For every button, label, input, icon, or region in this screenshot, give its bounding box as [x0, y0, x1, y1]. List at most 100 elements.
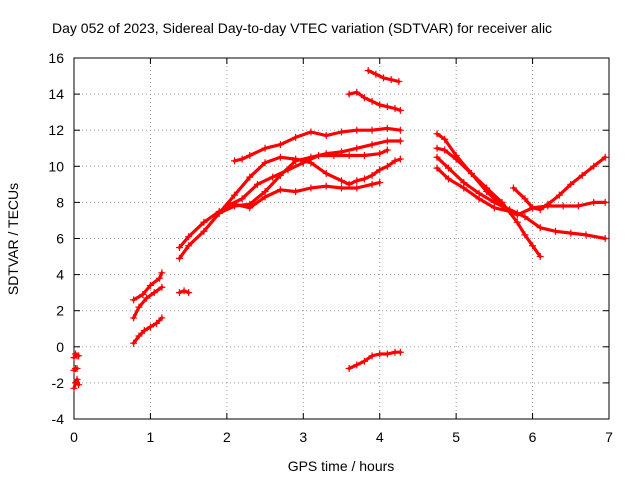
data-point — [353, 361, 361, 369]
data-point — [315, 151, 323, 159]
data-point — [368, 180, 376, 188]
series-s15 — [345, 348, 404, 372]
series-layer — [70, 67, 609, 392]
data-point — [158, 314, 166, 322]
data-point — [368, 141, 376, 149]
series-s3 — [70, 375, 83, 392]
data-point — [383, 137, 391, 145]
data-point — [396, 155, 404, 163]
data-point — [292, 155, 300, 163]
data-point — [490, 204, 498, 212]
data-point — [368, 352, 376, 360]
data-point — [322, 170, 330, 178]
data-point — [353, 184, 361, 192]
data-point — [345, 364, 353, 372]
x-tick-label: 7 — [605, 429, 613, 445]
data-point — [345, 90, 353, 98]
data-point — [368, 97, 376, 105]
data-point — [368, 171, 376, 179]
data-point — [130, 314, 138, 322]
data-point — [521, 195, 529, 203]
data-point — [360, 357, 368, 365]
data-point — [395, 77, 403, 85]
data-point — [452, 155, 460, 163]
x-tick-label: 5 — [452, 429, 460, 445]
data-point — [460, 184, 468, 192]
data-point — [433, 153, 441, 161]
data-point — [544, 200, 552, 208]
data-point — [353, 144, 361, 152]
data-point — [246, 173, 254, 181]
y-tick-label: 16 — [48, 50, 64, 66]
y-tick-label: 10 — [48, 158, 64, 174]
data-point — [567, 229, 575, 237]
data-point — [353, 177, 361, 185]
data-point — [372, 70, 380, 78]
data-point — [513, 209, 521, 217]
data-point — [338, 184, 345, 192]
series-line — [132, 316, 164, 345]
data-point — [536, 253, 544, 261]
series-s20 — [433, 164, 521, 217]
data-point — [521, 231, 529, 239]
data-point — [529, 242, 537, 250]
data-point — [383, 162, 391, 170]
data-point — [180, 287, 188, 295]
data-point — [200, 218, 208, 226]
data-point — [156, 274, 164, 282]
data-point — [185, 242, 193, 250]
data-point — [200, 227, 208, 235]
data-point — [529, 204, 537, 212]
data-point — [383, 350, 391, 358]
data-point — [513, 218, 521, 226]
data-point — [231, 191, 238, 199]
data-point — [360, 94, 368, 102]
data-point — [185, 289, 193, 297]
series-s14 — [345, 88, 404, 114]
data-point — [383, 103, 391, 111]
y-tick-label: 0 — [56, 339, 64, 355]
data-point — [276, 141, 284, 149]
series-s11 — [215, 153, 404, 217]
data-point — [135, 303, 143, 311]
data-point — [376, 101, 384, 109]
data-point — [376, 166, 384, 174]
data-point — [383, 146, 391, 154]
data-point — [135, 332, 143, 340]
data-point — [175, 289, 183, 297]
data-point — [322, 182, 330, 190]
data-point — [292, 133, 300, 141]
data-point — [73, 375, 81, 383]
data-point — [307, 184, 315, 192]
data-point — [360, 175, 368, 183]
data-point — [552, 227, 559, 235]
data-point — [433, 130, 441, 138]
series-s12 — [223, 146, 391, 210]
data-point — [445, 164, 452, 172]
data-point — [253, 180, 261, 188]
series-s17 — [433, 144, 544, 261]
series-line — [177, 180, 382, 250]
data-point — [601, 235, 609, 242]
data-point — [153, 319, 161, 327]
data-point — [238, 195, 246, 203]
data-point — [368, 126, 376, 134]
data-point — [567, 180, 575, 188]
data-point — [536, 206, 544, 214]
series-s2 — [70, 364, 81, 374]
series-s7 — [175, 287, 193, 297]
data-point — [143, 294, 151, 302]
data-point — [70, 384, 78, 392]
data-point — [353, 88, 361, 96]
data-point — [261, 159, 269, 167]
data-point — [391, 105, 399, 113]
series-s6 — [130, 314, 166, 347]
data-point — [322, 132, 330, 140]
data-point — [231, 157, 238, 165]
y-tick-label: -4 — [52, 411, 65, 427]
data-point — [509, 184, 517, 192]
data-point — [150, 289, 158, 297]
data-point — [380, 74, 388, 82]
data-point — [387, 76, 395, 84]
grid-layer — [74, 58, 609, 419]
